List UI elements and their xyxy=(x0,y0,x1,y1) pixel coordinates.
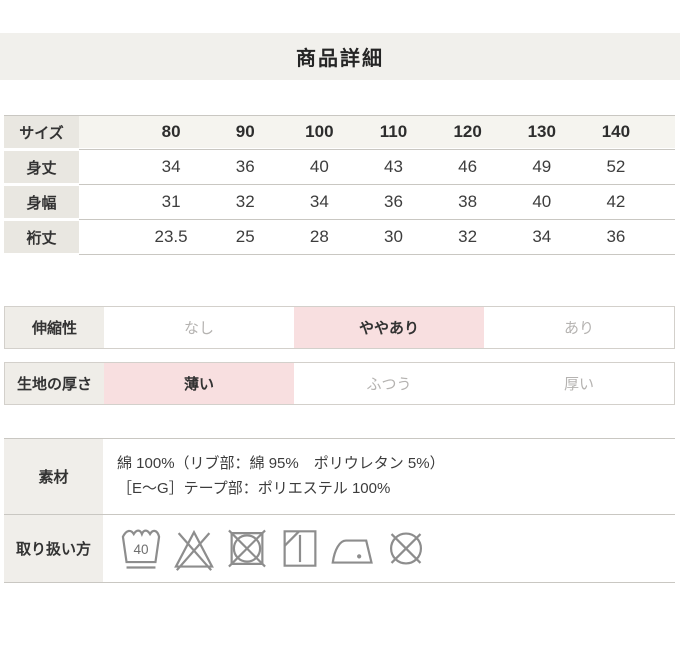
details-block: 素材 綿 100%（リブ部：綿 95% ポリウレタン 5%） ［E～G］テープ部：… xyxy=(4,438,675,583)
size-column-header: 140 xyxy=(601,122,631,141)
attribute-label: 伸縮性 xyxy=(5,307,104,348)
material-label: 素材 xyxy=(4,439,103,514)
do-not-bleach-icon xyxy=(172,525,216,572)
size-table-row: 裄丈 23.5 25 28 30 32 34 36 xyxy=(4,221,675,256)
attribute-option-selected: ややあり xyxy=(294,307,484,348)
iron-low-icon xyxy=(331,525,375,572)
size-row-values: 31 32 34 36 38 40 42 xyxy=(79,186,675,220)
size-row-label: 身幅 xyxy=(4,186,79,218)
material-line: ［E～G］テープ部：ポリエステル 100% xyxy=(117,479,391,497)
size-row-label: 身丈 xyxy=(4,151,79,183)
size-column-header: 90 xyxy=(235,122,255,141)
size-value-cell: 34 xyxy=(532,227,552,246)
material-row: 素材 綿 100%（リブ部：綿 95% ポリウレタン 5%） ［E～G］テープ部：… xyxy=(4,439,675,515)
size-table-header-row: サイズ 80 90 100 110 120 130 140 xyxy=(4,116,675,151)
attribute-option: なし xyxy=(183,320,214,337)
size-value-cell: 31 xyxy=(161,192,181,211)
material-line: 綿 100%（リブ部：綿 95% ポリウレタン 5%） xyxy=(117,455,445,472)
size-value-cell: 28 xyxy=(309,227,329,246)
line-dry-in-shade-icon xyxy=(278,525,322,572)
size-value-cell: 32 xyxy=(458,227,478,246)
size-value-cell: 36 xyxy=(606,227,626,246)
size-column-header: 80 xyxy=(161,122,181,141)
size-row-values: 34 36 40 43 46 49 52 xyxy=(79,151,675,185)
size-column-header: 120 xyxy=(453,122,482,141)
size-value-cell: 40 xyxy=(309,157,329,176)
attribute-row: 伸縮性 なし ややあり あり xyxy=(4,306,675,349)
wash-40-gentle-icon: 40 xyxy=(119,525,163,572)
size-value-cell: 32 xyxy=(235,192,255,211)
size-value-cell: 30 xyxy=(384,227,403,246)
material-text: 綿 100%（リブ部：綿 95% ポリウレタン 5%） ［E～G］テープ部：ポリエ… xyxy=(103,439,675,514)
size-value-cell: 40 xyxy=(532,192,552,211)
size-value-cell: 34 xyxy=(309,192,329,211)
section-title-band: 商品詳細 xyxy=(0,33,680,80)
attribute-option: ふつう xyxy=(366,376,412,393)
care-row: 取り扱い方 40 xyxy=(4,514,675,583)
size-table-header-values: 80 90 100 110 120 130 140 xyxy=(79,116,675,150)
size-column-header: 110 xyxy=(379,122,408,141)
size-row-values: 23.5 25 28 30 32 34 36 xyxy=(79,221,675,255)
do-not-tumble-dry-icon xyxy=(225,525,269,572)
size-column-header: 130 xyxy=(527,122,556,141)
size-value-cell: 43 xyxy=(384,157,403,176)
size-table-row: 身丈 34 36 40 43 46 49 52 xyxy=(4,151,675,186)
page-title: 商品詳細 xyxy=(296,48,384,70)
attribute-row: 生地の厚さ 薄い ふつう 厚い xyxy=(4,362,675,405)
care-icons: 40 xyxy=(103,515,675,582)
size-table: サイズ 80 90 100 110 120 130 140 身丈 34 36 40 43 46 49 52 身幅… xyxy=(4,115,675,256)
size-value-cell: 49 xyxy=(532,157,552,176)
size-value-cell: 25 xyxy=(235,227,255,246)
size-value-cell: 42 xyxy=(606,192,626,211)
care-label: 取り扱い方 xyxy=(4,514,103,582)
svg-text:40: 40 xyxy=(133,541,148,556)
size-value-cell: 23.5 xyxy=(154,227,188,246)
attribute-rows: 伸縮性 なし ややあり あり生地の厚さ 薄い ふつう 厚い xyxy=(0,306,680,405)
size-column-header: 100 xyxy=(305,122,334,141)
size-value-cell: 52 xyxy=(606,157,626,176)
size-value-cell: 36 xyxy=(384,192,403,211)
size-value-cell: 38 xyxy=(458,192,478,211)
size-value-cell: 34 xyxy=(161,157,181,176)
size-table-row: 身幅 31 32 34 36 38 40 42 xyxy=(4,186,675,221)
size-value-cell: 36 xyxy=(235,157,255,176)
attribute-option: あり xyxy=(563,320,594,337)
size-table-header-label: サイズ xyxy=(4,116,79,148)
size-row-label: 裄丈 xyxy=(4,221,79,253)
size-value-cell: 46 xyxy=(458,157,478,176)
do-not-dry-clean-icon xyxy=(384,525,428,572)
attribute-label: 生地の厚さ xyxy=(5,363,104,404)
attribute-option: 厚い xyxy=(563,376,594,393)
attribute-option-selected: 薄い xyxy=(104,363,294,404)
